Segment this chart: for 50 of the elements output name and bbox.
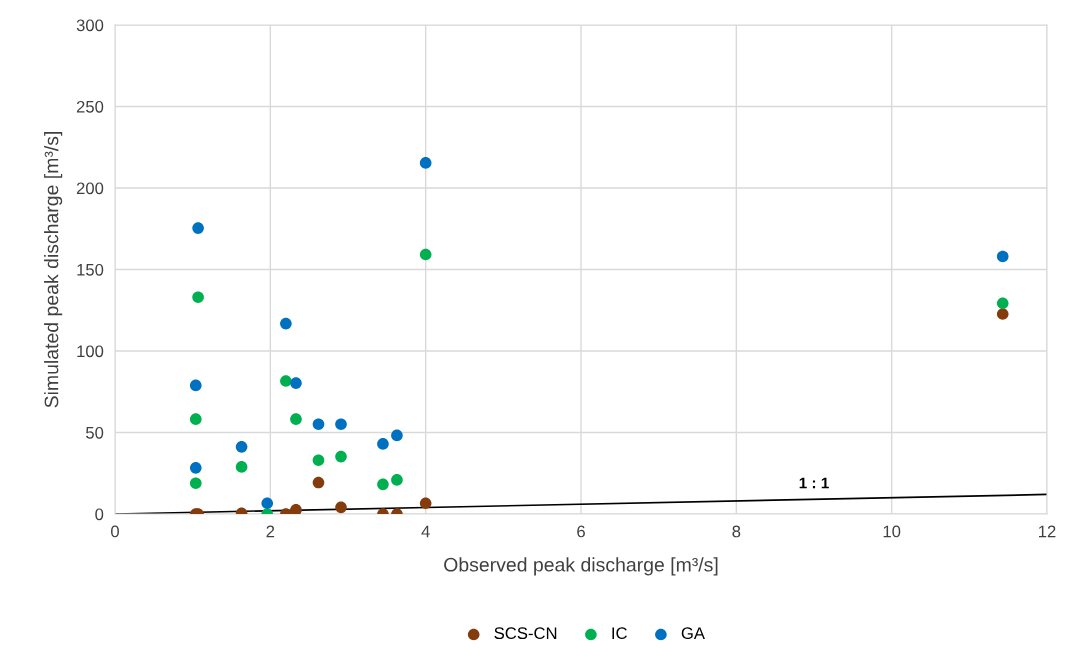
- point: [189, 379, 202, 392]
- point: [290, 413, 302, 425]
- point: [192, 291, 204, 304]
- x-tick-label: 12: [1039, 525, 1056, 538]
- x-tick-label: 8: [732, 525, 741, 538]
- x-tick-label: 2: [266, 525, 275, 538]
- y-tick-label: 100: [77, 345, 104, 358]
- point: [280, 375, 292, 387]
- point: [377, 438, 389, 450]
- point: [235, 461, 248, 473]
- annotation: 1 : 1: [799, 477, 829, 489]
- legend-label: GA: [681, 627, 705, 640]
- point: [235, 441, 248, 453]
- legend-label: IC: [612, 627, 627, 640]
- point: [996, 308, 1009, 320]
- point: [377, 478, 389, 491]
- point: [419, 157, 432, 169]
- point: [419, 248, 432, 261]
- point: [312, 418, 325, 430]
- point: [312, 476, 325, 489]
- point: [280, 317, 292, 330]
- x-axis-title: Observed peak discharge [m³/s]: [444, 557, 718, 576]
- x-tick-label: 4: [421, 525, 430, 538]
- x-tick-label: 10: [883, 525, 901, 538]
- point: [312, 454, 325, 467]
- point: [391, 474, 403, 486]
- y-tick-label: 250: [76, 100, 104, 113]
- point: [335, 450, 347, 463]
- x-tick-label: 6: [577, 525, 585, 538]
- y-tick-label: 50: [86, 426, 104, 439]
- y-tick-label: 0: [95, 508, 104, 521]
- point: [335, 418, 347, 430]
- point: [335, 501, 347, 514]
- point: [391, 429, 403, 442]
- y-tick-label: 200: [76, 182, 104, 195]
- y-axis-title: Simulated peak discharge [m³/s]: [44, 132, 63, 408]
- point: [290, 377, 302, 389]
- y-tick-label: 150: [77, 263, 104, 276]
- point: [189, 462, 202, 474]
- point: [996, 250, 1009, 263]
- point: [419, 497, 432, 510]
- legend-label: SCS-CN: [494, 627, 557, 640]
- x-tick-label: 0: [111, 525, 119, 538]
- point: [261, 497, 274, 510]
- point: [189, 477, 202, 489]
- point: [996, 297, 1009, 310]
- point: [192, 222, 204, 234]
- point: [189, 413, 202, 425]
- point: [290, 504, 302, 514]
- y-tick-label: 300: [76, 19, 104, 32]
